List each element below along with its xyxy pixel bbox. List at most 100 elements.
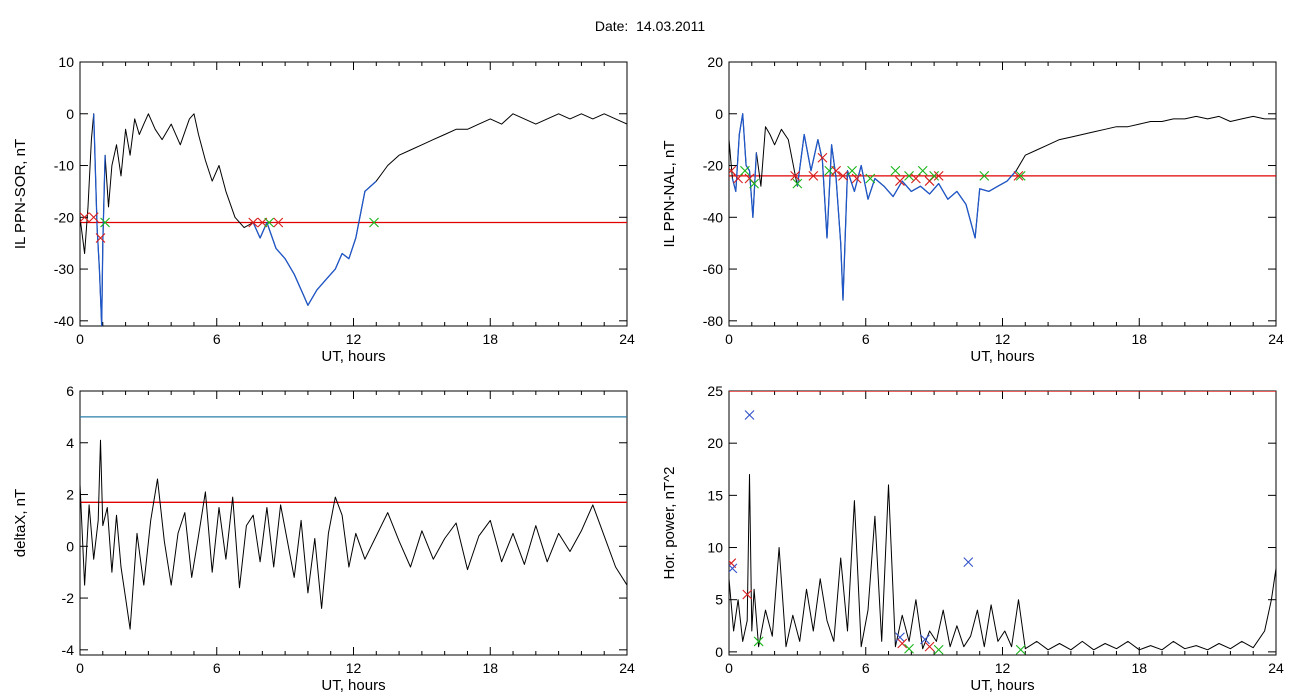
y-tick-label: -40	[54, 313, 74, 329]
event-marker	[733, 173, 744, 184]
event-marker	[100, 217, 110, 228]
x-tick-label: 24	[1268, 660, 1284, 676]
x-tick-label: 6	[862, 660, 870, 676]
y-axis-label: IL PPN-SOR, nT	[12, 139, 29, 249]
x-tick-label: 24	[1268, 331, 1284, 347]
event-marker	[1013, 170, 1024, 181]
series-line	[729, 113, 1276, 301]
y-tick-label: 2	[66, 487, 74, 503]
series-highlight	[796, 133, 1017, 301]
x-tick-label: 6	[213, 660, 221, 676]
x-axis-label: UT, hours	[970, 348, 1034, 365]
y-tick-label: -2	[62, 590, 75, 606]
event-marker	[257, 217, 268, 228]
y-tick-label: 10	[707, 540, 723, 556]
y-tick-label: -4	[62, 642, 75, 658]
x-tick-label: 12	[995, 331, 1011, 347]
chart-panel-nal: 0 6 12 18 24 -80 -60 -40 -20 0 20 UT, hours IL PPN-N…	[661, 54, 1284, 365]
x-tick-label: 6	[213, 331, 221, 347]
event-marker	[933, 170, 944, 181]
event-marker	[911, 173, 921, 184]
series-highlight	[252, 180, 377, 306]
series-highlight	[93, 113, 106, 326]
event-marker	[792, 178, 803, 189]
x-tick-label: 18	[482, 331, 498, 347]
y-tick-label: 25	[707, 383, 723, 399]
x-tick-label: 0	[76, 660, 84, 676]
event-marker	[790, 170, 800, 181]
y-tick-label: -80	[703, 313, 723, 329]
x-tick-label: 24	[619, 660, 635, 676]
event-marker	[979, 170, 990, 181]
event-marker	[865, 173, 876, 184]
y-axis-label: Hor. power, nT^2	[661, 467, 678, 580]
event-marker	[904, 643, 914, 654]
data-layer	[729, 391, 1276, 655]
event-marker	[273, 217, 284, 228]
event-marker	[917, 165, 928, 176]
event-marker	[753, 636, 764, 647]
y-tick-label: 0	[715, 106, 723, 122]
y-tick-label: 0	[715, 644, 723, 660]
chart-panel-power: 0 6 12 18 24 0 5 10 15 20 25 UT, hours Hor. power, n…	[661, 383, 1284, 694]
event-marker	[729, 165, 737, 176]
series-highlight	[731, 113, 758, 218]
plot-frame	[728, 61, 1277, 327]
event-marker	[817, 152, 828, 163]
y-axis-label: IL PPN-NAL, nT	[661, 141, 678, 248]
x-tick-label: 0	[725, 331, 733, 347]
event-marker	[895, 632, 905, 643]
y-tick-label: 20	[707, 54, 723, 70]
event-marker	[88, 212, 99, 223]
x-tick-label: 12	[346, 660, 362, 676]
y-tick-label: -10	[54, 158, 74, 174]
event-marker	[895, 176, 905, 186]
x-axis-label: UT, hours	[321, 348, 385, 365]
plot-frame	[79, 61, 628, 327]
y-tick-label: 15	[707, 487, 723, 503]
x-axis-label: UT, hours	[321, 677, 385, 694]
x-tick-label: 12	[995, 660, 1011, 676]
y-tick-label: 0	[66, 538, 74, 554]
event-marker	[933, 644, 944, 655]
series-line	[80, 439, 627, 630]
x-tick-label: 6	[862, 331, 870, 347]
data-layer	[80, 416, 627, 630]
y-tick-label: 20	[707, 435, 723, 451]
y-tick-label: -20	[54, 209, 74, 225]
x-tick-label: 24	[619, 331, 635, 347]
y-tick-label: 10	[58, 54, 74, 70]
event-marker	[924, 641, 935, 652]
event-marker	[929, 170, 940, 181]
y-tick-label: 4	[66, 435, 74, 451]
page-title: Date: 14.03.2011	[594, 18, 706, 34]
event-marker	[95, 233, 106, 243]
event-marker	[831, 165, 842, 176]
x-tick-label: 18	[1131, 331, 1147, 347]
event-marker	[920, 634, 930, 645]
event-marker	[963, 557, 974, 568]
event-marker	[248, 217, 259, 228]
event-marker	[851, 173, 862, 184]
y-tick-label: -60	[703, 261, 723, 277]
event-marker	[904, 170, 914, 181]
chart-panel-sor: 0 6 12 18 24 -40 -30 -20 -10 0 10 UT, hours IL PPN-S…	[12, 54, 635, 365]
event-marker	[80, 212, 90, 223]
event-marker	[742, 589, 753, 600]
data-layer	[80, 113, 627, 326]
x-tick-label: 18	[482, 660, 498, 676]
x-tick-label: 0	[76, 331, 84, 347]
event-marker	[1015, 644, 1026, 655]
event-marker	[824, 165, 835, 176]
event-marker	[847, 165, 857, 176]
y-tick-label: 5	[715, 592, 723, 608]
x-tick-label: 12	[346, 331, 362, 347]
event-marker	[1015, 170, 1026, 181]
series-line	[729, 474, 1276, 651]
x-tick-label: 18	[1131, 660, 1147, 676]
y-tick-label: 6	[66, 383, 74, 399]
data-layer	[729, 113, 1276, 301]
y-tick-label: -20	[703, 158, 723, 174]
